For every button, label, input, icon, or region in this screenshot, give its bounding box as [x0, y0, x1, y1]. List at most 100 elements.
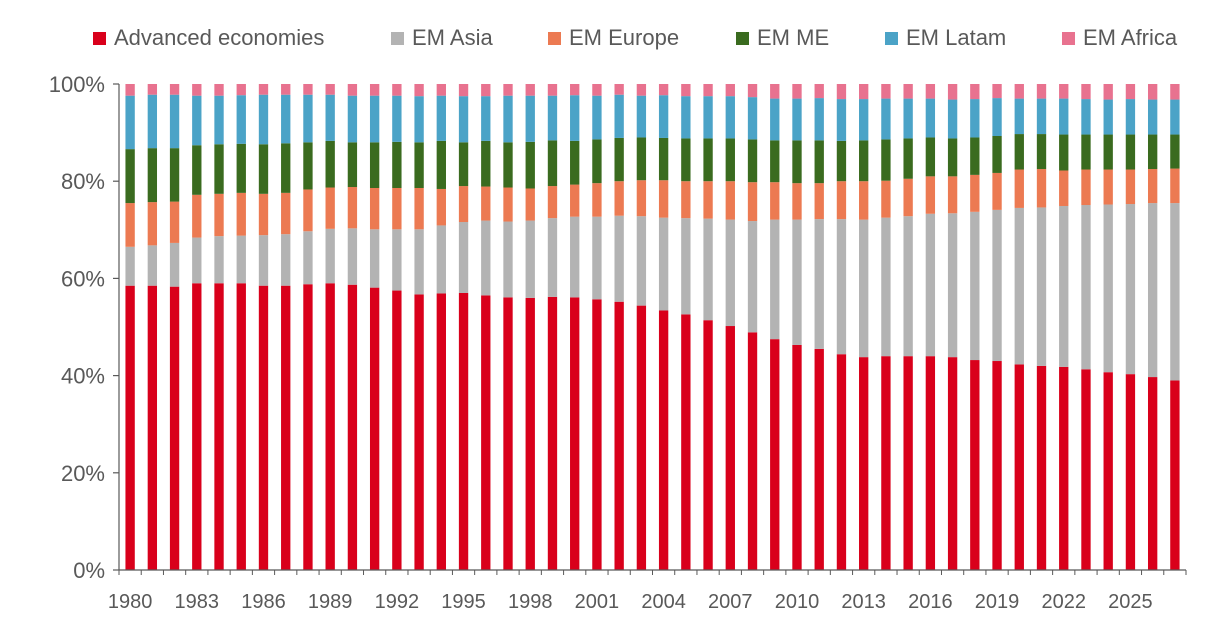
- bar-1995-series-5: [458, 84, 469, 97]
- bar-2014-series-4: [881, 98, 891, 140]
- bar-1986-series-0: [258, 285, 269, 570]
- bar-2007-series-1: [725, 219, 735, 327]
- bar-2025-series-3: [1125, 134, 1136, 170]
- bar-2018-series-1: [970, 211, 980, 361]
- legend-item: EM Latam: [885, 22, 1006, 54]
- bar-2001-series-3: [592, 139, 602, 184]
- bar-1994-series-5: [436, 84, 446, 96]
- bar-1989-series-2: [325, 187, 335, 229]
- bar-1981-series-3: [147, 148, 158, 203]
- bar-2012-series-4: [836, 99, 847, 141]
- bar-2026-series-3: [1147, 134, 1158, 170]
- legend-item: EM Africa: [1062, 22, 1177, 54]
- bar-2002-series-4: [614, 94, 624, 138]
- bar-2004-series-1: [658, 217, 669, 311]
- bar-1993-series-0: [414, 294, 424, 570]
- bar-2000-series-0: [570, 297, 580, 570]
- bar-2013-series-5: [859, 84, 869, 100]
- bar-2015-series-1: [903, 216, 913, 357]
- bar-1998-series-1: [525, 220, 535, 298]
- bar-1985-series-2: [236, 192, 246, 236]
- bar-2024-series-1: [1103, 204, 1113, 373]
- legend-label: Advanced economies: [114, 25, 325, 50]
- legend-item: EM Asia: [391, 22, 493, 54]
- bar-1991-series-0: [369, 287, 380, 570]
- bar-1985-series-5: [236, 84, 246, 96]
- bar-1992-series-1: [392, 229, 402, 291]
- bar-1982-series-1: [169, 242, 180, 287]
- bar-2020-series-3: [1014, 134, 1024, 170]
- bar-2023-series-2: [1081, 169, 1091, 206]
- bar-1988-series-2: [303, 189, 313, 232]
- bar-2027-series-1: [1170, 203, 1180, 381]
- bar-1998-series-4: [525, 95, 535, 142]
- bar-1992-series-2: [392, 188, 402, 230]
- bar-2018-series-5: [970, 84, 980, 100]
- bar-2026-series-0: [1147, 377, 1158, 570]
- bar-2000-series-3: [570, 140, 580, 185]
- bar-1987-series-3: [281, 143, 291, 193]
- bar-2024-series-5: [1103, 84, 1113, 100]
- bar-1989-series-1: [325, 228, 335, 284]
- bar-2023-series-5: [1081, 84, 1091, 100]
- x-tick-label: 2007: [708, 591, 753, 613]
- bar-2023-series-0: [1081, 369, 1091, 570]
- bar-2006-series-5: [703, 84, 713, 97]
- bar-2005-series-2: [681, 181, 691, 219]
- bar-1989-series-3: [325, 140, 335, 188]
- bar-1984-series-0: [214, 283, 224, 570]
- bar-2010-series-1: [792, 219, 802, 345]
- bar-1995-series-3: [458, 142, 469, 187]
- bar-1994-series-2: [436, 188, 446, 226]
- bar-2016-series-4: [925, 98, 936, 138]
- bar-2005-series-3: [681, 138, 691, 182]
- bar-1988-series-1: [303, 231, 313, 285]
- bar-2001-series-0: [592, 299, 602, 570]
- bar-2003-series-4: [636, 95, 647, 138]
- bar-1980-series-4: [125, 95, 135, 150]
- x-tick-label: 2004: [641, 591, 686, 613]
- bar-2019-series-0: [992, 361, 1002, 570]
- bar-1987-series-0: [281, 285, 291, 570]
- y-tick-label: 20%: [61, 461, 105, 486]
- bar-2013-series-0: [859, 357, 869, 570]
- bar-2017-series-1: [947, 213, 958, 358]
- bar-1990-series-4: [347, 95, 358, 143]
- bar-2006-series-2: [703, 181, 713, 219]
- bar-2026-series-4: [1147, 99, 1158, 135]
- bar-2026-series-2: [1147, 169, 1158, 204]
- bar-1999-series-3: [547, 140, 558, 187]
- bar-2010-series-4: [792, 98, 802, 141]
- y-tick-label: 60%: [61, 266, 105, 291]
- bar-1986-series-4: [258, 94, 269, 145]
- bar-2024-series-3: [1103, 134, 1113, 170]
- bar-2017-series-5: [947, 84, 958, 100]
- bar-1983-series-3: [192, 145, 202, 195]
- bar-2022-series-0: [1059, 366, 1069, 570]
- x-tick-label: 1986: [241, 591, 286, 613]
- bar-1994-series-0: [436, 293, 446, 570]
- bar-2013-series-4: [859, 99, 869, 141]
- bar-2019-series-4: [992, 98, 1002, 136]
- bar-2016-series-3: [925, 137, 936, 177]
- bar-2021-series-4: [1036, 98, 1047, 135]
- bar-2022-series-5: [1059, 84, 1069, 99]
- bar-1983-series-0: [192, 283, 202, 570]
- bar-1997-series-0: [503, 297, 513, 570]
- legend-label: EM Africa: [1083, 25, 1178, 50]
- bar-2015-series-0: [903, 356, 913, 570]
- bar-2005-series-4: [681, 96, 691, 139]
- bar-2027-series-0: [1170, 380, 1180, 570]
- bar-2007-series-2: [725, 181, 735, 220]
- bar-1988-series-4: [303, 94, 313, 143]
- bar-1984-series-1: [214, 236, 224, 284]
- bar-2019-series-2: [992, 172, 1002, 210]
- bar-1984-series-3: [214, 144, 224, 194]
- bar-1986-series-3: [258, 144, 269, 194]
- bar-2013-series-3: [859, 140, 869, 182]
- bar-2021-series-0: [1036, 365, 1047, 570]
- bar-2011-series-4: [814, 98, 824, 141]
- bar-2012-series-3: [836, 140, 847, 182]
- bar-2015-series-3: [903, 138, 913, 179]
